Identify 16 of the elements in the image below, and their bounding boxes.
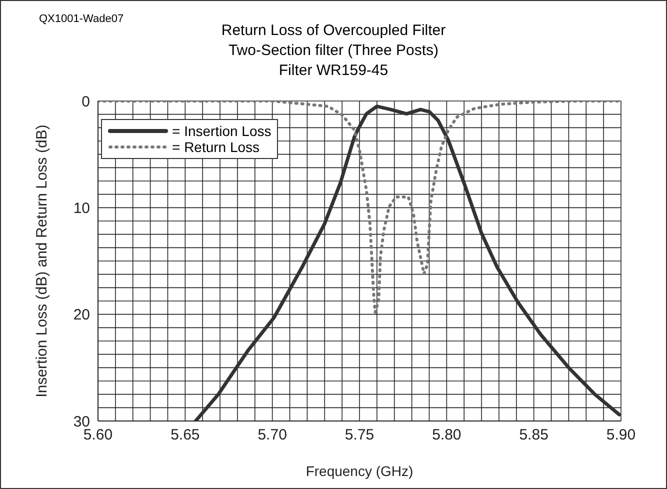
x-tick-label: 5.70 (258, 426, 287, 444)
x-tick-label: 5.90 (606, 426, 636, 444)
legend-label: = Insertion Loss (172, 123, 272, 139)
chart-subtitle: Two-Section filter (Three Posts) Filter WR159-45 (227, 41, 440, 81)
chart-title: Return Loss of Overcoupled Filter (221, 22, 446, 39)
text: QX1001-Wade07 (39, 13, 124, 25)
y-axis-title: Insertion Loss (dB) and Return Loss (dB) (33, 124, 50, 398)
x-tick-label: 5.75 (344, 426, 374, 444)
x-tick-label: 5.85 (519, 426, 548, 444)
legend-label: = Return Loss (172, 139, 260, 155)
y-tick-label: 10 (73, 200, 90, 217)
x-tick-label: 5.65 (170, 426, 200, 444)
y-tick-label: 20 (73, 306, 90, 324)
x-axis-title: Frequency (GHz) (306, 463, 414, 479)
x-tick-label: 5.80 (432, 426, 462, 444)
y-tick-label: 0 (82, 93, 90, 110)
